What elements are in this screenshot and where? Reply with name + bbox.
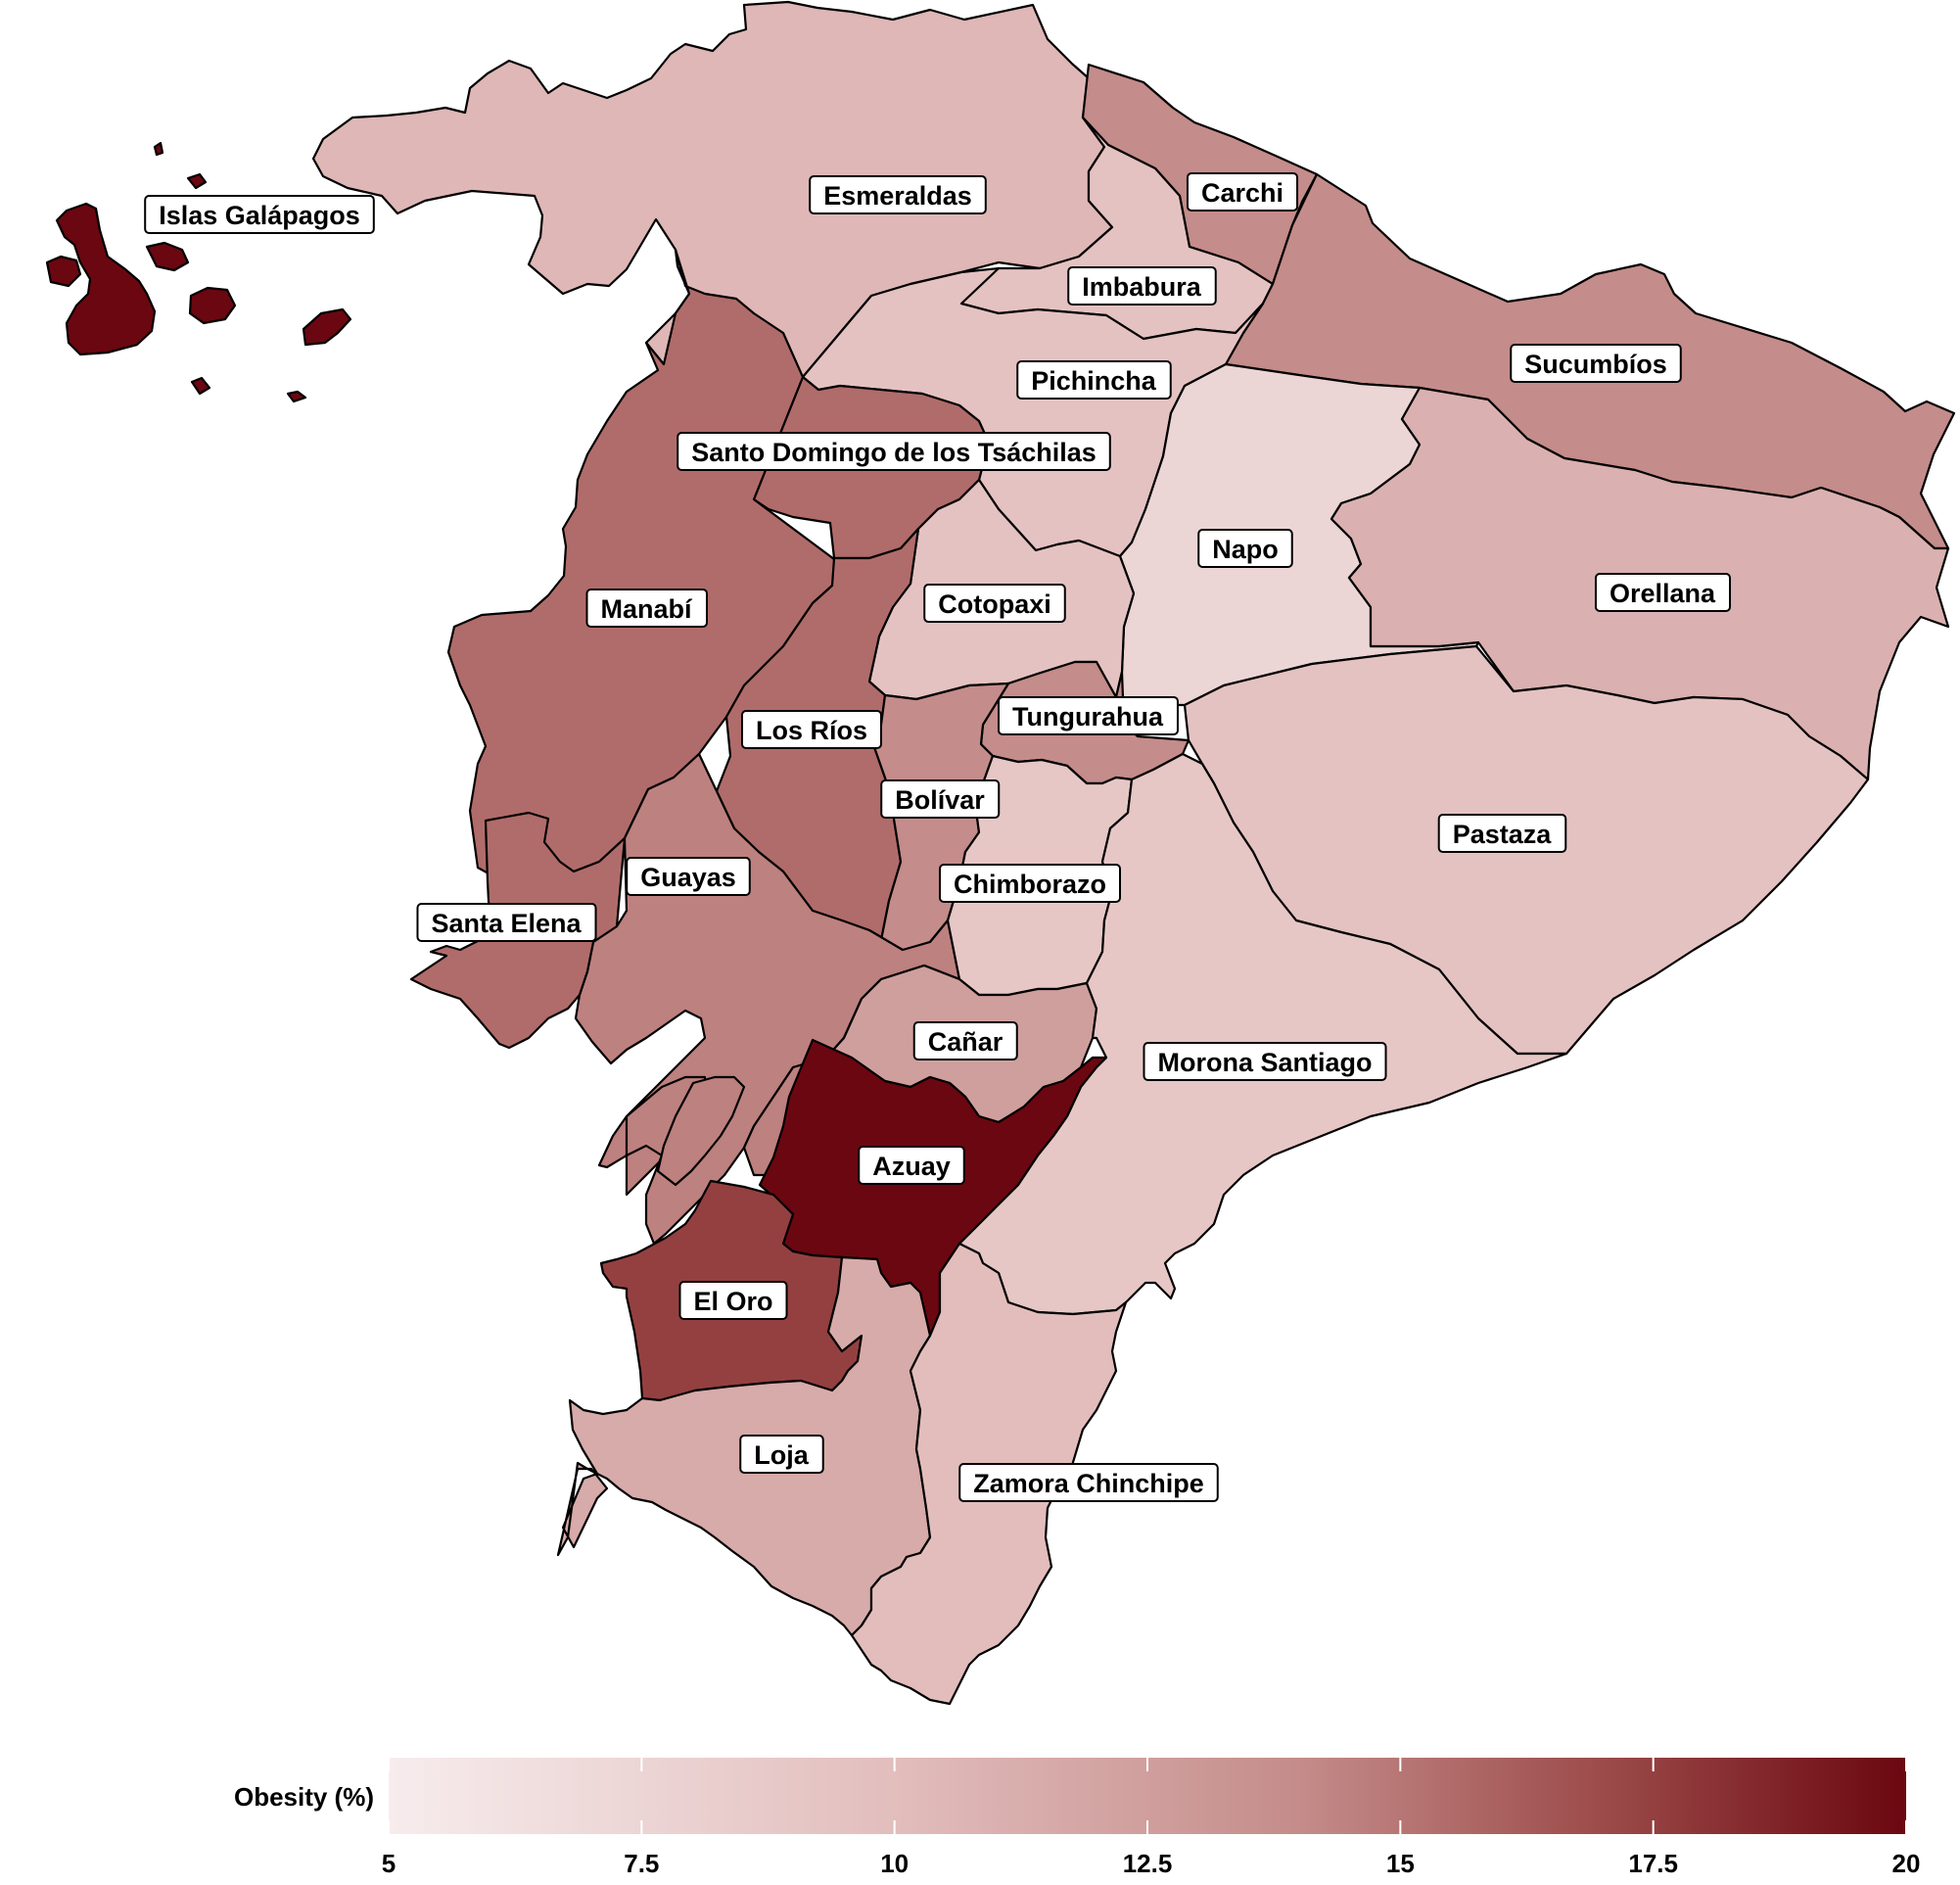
label-losrios: Los Ríos: [740, 710, 883, 749]
label-text-eloro: El Oro: [693, 1287, 772, 1316]
legend-tick-label: 12.5: [1123, 1849, 1173, 1878]
label-text-galapagos: Islas Galápagos: [159, 201, 360, 230]
label-napo: Napo: [1197, 529, 1293, 568]
label-text-sucumbios: Sucumbíos: [1524, 350, 1667, 379]
label-box-napo: [1197, 529, 1293, 568]
label-box-imbabura: [1067, 266, 1217, 306]
label-box-loja: [739, 1435, 824, 1474]
label-galapagos: Islas Galápagos: [144, 195, 375, 234]
label-text-cotopaxi: Cotopaxi: [938, 589, 1051, 619]
label-box-tungurahua: [998, 696, 1179, 735]
label-box-guayas: [626, 857, 751, 896]
label-text-manabi: Manabí: [600, 594, 693, 624]
label-loja: Loja: [739, 1435, 824, 1474]
label-orellana: Orellana: [1594, 573, 1732, 612]
label-text-pastaza: Pastaza: [1453, 820, 1553, 849]
label-text-losrios: Los Ríos: [756, 716, 867, 745]
label-text-azuay: Azuay: [872, 1152, 951, 1181]
label-box-azuay: [858, 1146, 965, 1185]
label-box-eloro: [678, 1281, 788, 1320]
label-guayas: Guayas: [626, 857, 751, 896]
legend-ticks: 5 7.5 10 12.5 15 17.5 20: [382, 1758, 1921, 1878]
label-box-cotopaxi: [923, 584, 1066, 623]
label-box-orellana: [1594, 573, 1732, 612]
label-box-zamora: [958, 1463, 1219, 1502]
legend-tick-label: 20: [1892, 1849, 1921, 1878]
label-box-carchi: [1186, 172, 1299, 212]
label-box-bolivar: [880, 779, 1001, 819]
label-text-orellana: Orellana: [1610, 579, 1716, 608]
label-esmeraldas: Esmeraldas: [809, 175, 987, 214]
legend-title: Obesity (%): [234, 1782, 374, 1812]
label-box-pichincha: [1016, 360, 1172, 400]
label-text-esmeraldas: Esmeraldas: [823, 181, 972, 211]
label-pichincha: Pichincha: [1016, 360, 1172, 400]
label-text-napo: Napo: [1212, 535, 1279, 564]
label-eloro: El Oro: [678, 1281, 788, 1320]
label-text-bolivar: Bolívar: [895, 785, 985, 815]
label-text-santodomingo: Santo Domingo de los Tsáchilas: [691, 438, 1097, 467]
legend-tick-label: 15: [1386, 1849, 1415, 1878]
provinces-layer: [45, 0, 1956, 1706]
label-text-canar: Cañar: [928, 1027, 1003, 1057]
label-santaelena: Santa Elena: [416, 903, 597, 942]
label-box-santaelena: [416, 903, 597, 942]
label-text-chimborazo: Chimborazo: [954, 870, 1106, 899]
label-box-galapagos: [144, 195, 375, 234]
province-galapagos[interactable]: [45, 141, 352, 403]
label-manabi: Manabí: [585, 589, 709, 628]
label-text-loja: Loja: [754, 1440, 809, 1470]
label-cotopaxi: Cotopaxi: [923, 584, 1066, 623]
label-box-losrios: [740, 710, 883, 749]
label-box-santodomingo: [677, 432, 1111, 471]
label-box-sucumbios: [1510, 344, 1682, 383]
label-tungurahua: Tungurahua: [998, 696, 1179, 735]
legend-tick-label: 17.5: [1628, 1849, 1678, 1878]
label-imbabura: Imbabura: [1067, 266, 1217, 306]
label-pastaza: Pastaza: [1437, 814, 1567, 853]
province-labels: Islas Galápagos Esmeraldas Carchi Imbabura S…: [144, 172, 1732, 1502]
label-santodomingo: Santo Domingo de los Tsáchilas: [677, 432, 1111, 471]
label-text-pichincha: Pichincha: [1031, 366, 1157, 396]
label-box-esmeraldas: [809, 175, 987, 214]
label-text-guayas: Guayas: [640, 863, 736, 892]
label-azuay: Azuay: [858, 1146, 965, 1185]
label-zamora: Zamora Chinchipe: [958, 1463, 1219, 1502]
label-text-morona: Morona Santiago: [1157, 1048, 1372, 1077]
label-box-pastaza: [1437, 814, 1567, 853]
label-box-chimborazo: [938, 864, 1122, 903]
province-morona[interactable]: [957, 752, 1568, 1316]
legend-tick-label: 10: [880, 1849, 909, 1878]
label-sucumbios: Sucumbíos: [1510, 344, 1682, 383]
legend-tick-label: 7.5: [624, 1849, 659, 1878]
label-bolivar: Bolívar: [880, 779, 1001, 819]
label-chimborazo: Chimborazo: [938, 864, 1122, 903]
label-box-manabi: [585, 589, 709, 628]
label-text-imbabura: Imbabura: [1082, 272, 1202, 302]
label-box-morona: [1143, 1042, 1387, 1081]
label-text-tungurahua: Tungurahua: [1012, 702, 1164, 731]
label-canar: Cañar: [912, 1021, 1018, 1060]
legend-tick-label: 5: [382, 1849, 396, 1878]
color-legend: Obesity (%) 5 7.5 10 12.5 15 17.5 20: [234, 1758, 1920, 1878]
label-text-carchi: Carchi: [1201, 178, 1283, 208]
label-text-zamora: Zamora Chinchipe: [973, 1469, 1204, 1498]
label-box-canar: [912, 1021, 1018, 1060]
label-carchi: Carchi: [1186, 172, 1299, 212]
label-text-santaelena: Santa Elena: [431, 909, 582, 938]
label-morona: Morona Santiago: [1143, 1042, 1387, 1081]
